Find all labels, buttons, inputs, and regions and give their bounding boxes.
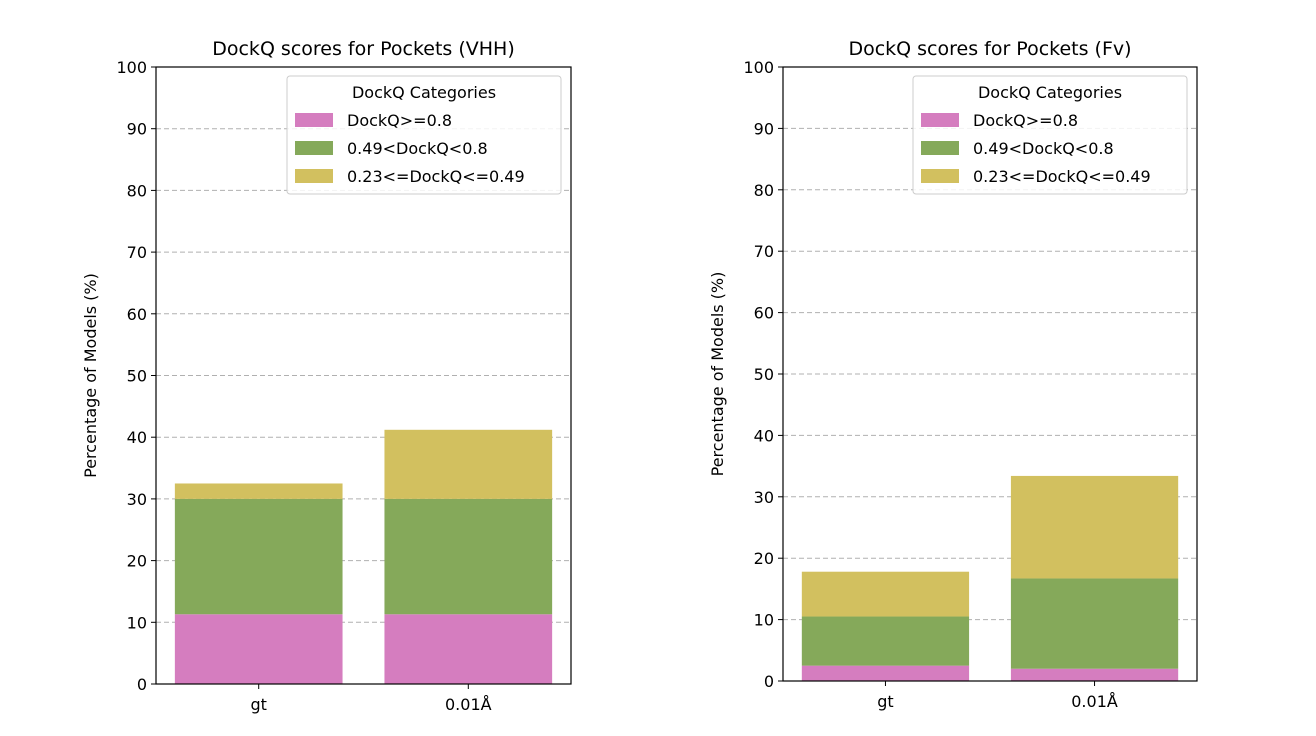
legend-box <box>912 75 1188 195</box>
y-tick-label: 50 <box>127 367 147 386</box>
y-tick-label: 50 <box>754 365 774 384</box>
y-tick-label: 40 <box>127 428 147 447</box>
y-tick-label: 20 <box>754 549 774 568</box>
chart-title: DockQ scores for Pockets (VHH) <box>212 38 515 60</box>
legend-label: 0.49<DockQ<0.8 <box>347 139 488 158</box>
y-tick-label: 100 <box>743 58 774 77</box>
bar-gt-0-49-dockq-0-8 <box>174 498 343 615</box>
bar-0-01-dockq-0-8 <box>1010 668 1179 681</box>
y-axis-label: Percentage of Models (%) <box>708 272 727 477</box>
x-tick-label: 0.01Å <box>445 695 492 714</box>
legend-title: DockQ Categories <box>978 83 1122 102</box>
bar-gt-0-49-dockq-0-8 <box>801 616 970 666</box>
y-tick-label: 80 <box>754 181 774 200</box>
legend-title: DockQ Categories <box>352 83 496 102</box>
y-tick-label: 70 <box>127 243 147 262</box>
bar-gt-0-23-dockq-0-49 <box>801 571 970 617</box>
legend-swatch-0-23-dockq-0-49 <box>921 169 959 183</box>
y-tick-label: 60 <box>754 304 774 323</box>
y-axis-label: Percentage of Models (%) <box>81 273 100 478</box>
y-tick-label: 40 <box>754 426 774 445</box>
legend-label: DockQ>=0.8 <box>347 111 452 130</box>
legend-label: 0.23<=DockQ<=0.49 <box>973 167 1151 186</box>
y-tick-label: 10 <box>754 611 774 630</box>
legend-swatch-dockq-0-8 <box>295 113 333 127</box>
y-tick-label: 60 <box>127 305 147 324</box>
x-tick-label: gt <box>250 695 266 714</box>
y-tick-label: 70 <box>754 242 774 261</box>
y-tick-label: 80 <box>127 181 147 200</box>
chart-vhh: 0 10 20 30 40 50 60 70 80 90 100 gt 0.01Å DockQ score… <box>81 38 572 714</box>
chart-title: DockQ scores for Pockets (Fv) <box>848 38 1131 60</box>
y-tick-label: 0 <box>764 672 774 691</box>
bar-0-01-0-23-dockq-0-49 <box>384 429 553 499</box>
legend-label: 0.23<=DockQ<=0.49 <box>347 167 525 186</box>
chart-fv: 0 10 20 30 40 50 60 70 80 90 100 gt 0.01Å DockQ score… <box>708 38 1198 711</box>
x-tick-label: 0.01Å <box>1071 692 1118 711</box>
x-tick-label: gt <box>877 692 893 711</box>
legend-swatch-0-49-dockq-0-8 <box>295 141 333 155</box>
legend-swatch-dockq-0-8 <box>921 113 959 127</box>
legend-swatch-0-23-dockq-0-49 <box>295 169 333 183</box>
bar-0-01-0-23-dockq-0-49 <box>1010 475 1179 579</box>
y-tick-label: 10 <box>127 613 147 632</box>
y-tick-label: 30 <box>127 490 147 509</box>
y-tick-label: 90 <box>127 120 147 139</box>
bar-0-01-dockq-0-8 <box>384 614 553 684</box>
legend-label: 0.49<DockQ<0.8 <box>973 139 1114 158</box>
bar-gt-0-23-dockq-0-49 <box>174 483 343 499</box>
bar-0-01-0-49-dockq-0-8 <box>1010 578 1179 669</box>
legend-label: DockQ>=0.8 <box>973 111 1078 130</box>
bar-0-01-0-49-dockq-0-8 <box>384 498 553 615</box>
y-tick-label: 90 <box>754 119 774 138</box>
y-tick-label: 100 <box>116 58 147 77</box>
legend-box <box>286 75 562 195</box>
y-tick-label: 20 <box>127 552 147 571</box>
y-tick-label: 30 <box>754 488 774 507</box>
y-tick-label: 0 <box>137 675 147 694</box>
bar-gt-dockq-0-8 <box>801 665 970 681</box>
legend-swatch-0-49-dockq-0-8 <box>921 141 959 155</box>
bar-gt-dockq-0-8 <box>174 614 343 684</box>
